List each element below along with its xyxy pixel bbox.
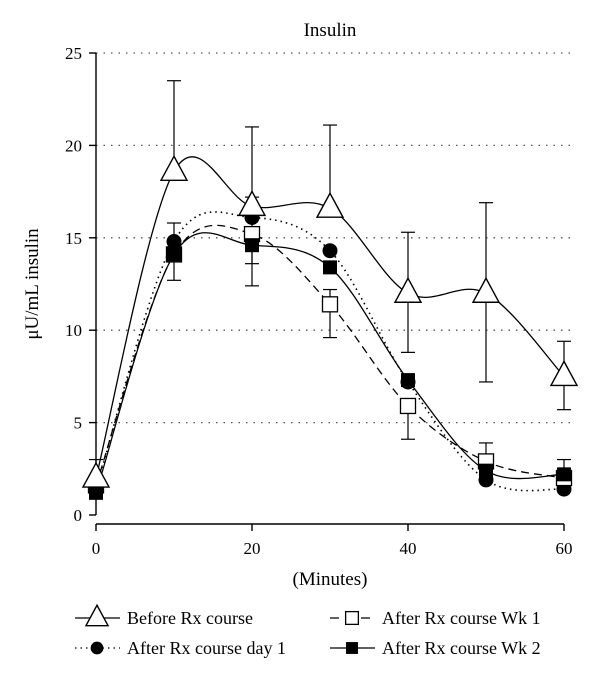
- x-axis-title: (Minutes): [293, 569, 368, 590]
- x-tick-label: 60: [556, 539, 573, 558]
- legend-label: After Rx course day 1: [127, 638, 286, 658]
- y-tick-label: 15: [65, 229, 82, 248]
- gridlines: [96, 52, 572, 424]
- legend-item: After Rx course day 1: [75, 638, 286, 658]
- legend-marker: [344, 610, 360, 626]
- data-point-series-3: [557, 467, 571, 482]
- legend-item: After Rx course Wk 1: [330, 608, 541, 628]
- x-tick-label: 20: [244, 539, 261, 558]
- data-point-series-3: [479, 463, 493, 478]
- legend-item: Before Rx course: [75, 603, 253, 628]
- legend-marker: [84, 603, 110, 627]
- y-tick-label: 10: [65, 321, 82, 340]
- data-point-series-3: [323, 260, 337, 275]
- y-tick-label: 25: [65, 44, 82, 63]
- data-point-series-3: [401, 373, 415, 388]
- data-point-series-2: [399, 397, 417, 415]
- legend-label: After Rx course Wk 2: [382, 638, 541, 658]
- axes: 0 5 10 15 20 25 0 20 40 60: [65, 44, 573, 558]
- data-point-series-0: [81, 461, 111, 488]
- data-point-series-0: [237, 189, 267, 217]
- x-tick-label: 40: [400, 539, 417, 558]
- data-point-series-0: [549, 359, 579, 387]
- data-point-series-0: [159, 154, 189, 181]
- data-point-series-0: [471, 276, 501, 303]
- plot-area: [81, 80, 579, 500]
- data-point-series-3: [167, 247, 181, 262]
- legend-marker: [346, 642, 358, 654]
- data-point-series-3: [89, 485, 103, 500]
- data-point-series-1: [166, 233, 182, 249]
- series-line-1: [95, 211, 565, 492]
- legend-label: Before Rx course: [127, 608, 253, 628]
- legend-marker: [90, 641, 104, 655]
- legend-item: After Rx course Wk 2: [330, 638, 541, 658]
- data-point-series-1: [322, 243, 338, 259]
- data-point-series-0: [393, 276, 423, 303]
- data-point-series-3: [245, 238, 259, 253]
- data-point-series-0: [315, 191, 345, 218]
- data-point-series-2: [321, 296, 339, 313]
- chart-title: Insulin: [304, 20, 357, 41]
- y-axis-title: μU/mL insulin: [22, 228, 43, 340]
- y-tick-label: 5: [74, 414, 83, 433]
- legend-label: After Rx course Wk 1: [382, 608, 541, 628]
- x-tick-label: 0: [92, 539, 101, 558]
- y-tick-label: 20: [65, 136, 82, 155]
- legend: Before Rx course After Rx course day 1 Aft…: [75, 603, 541, 658]
- y-tick-label: 0: [74, 506, 83, 525]
